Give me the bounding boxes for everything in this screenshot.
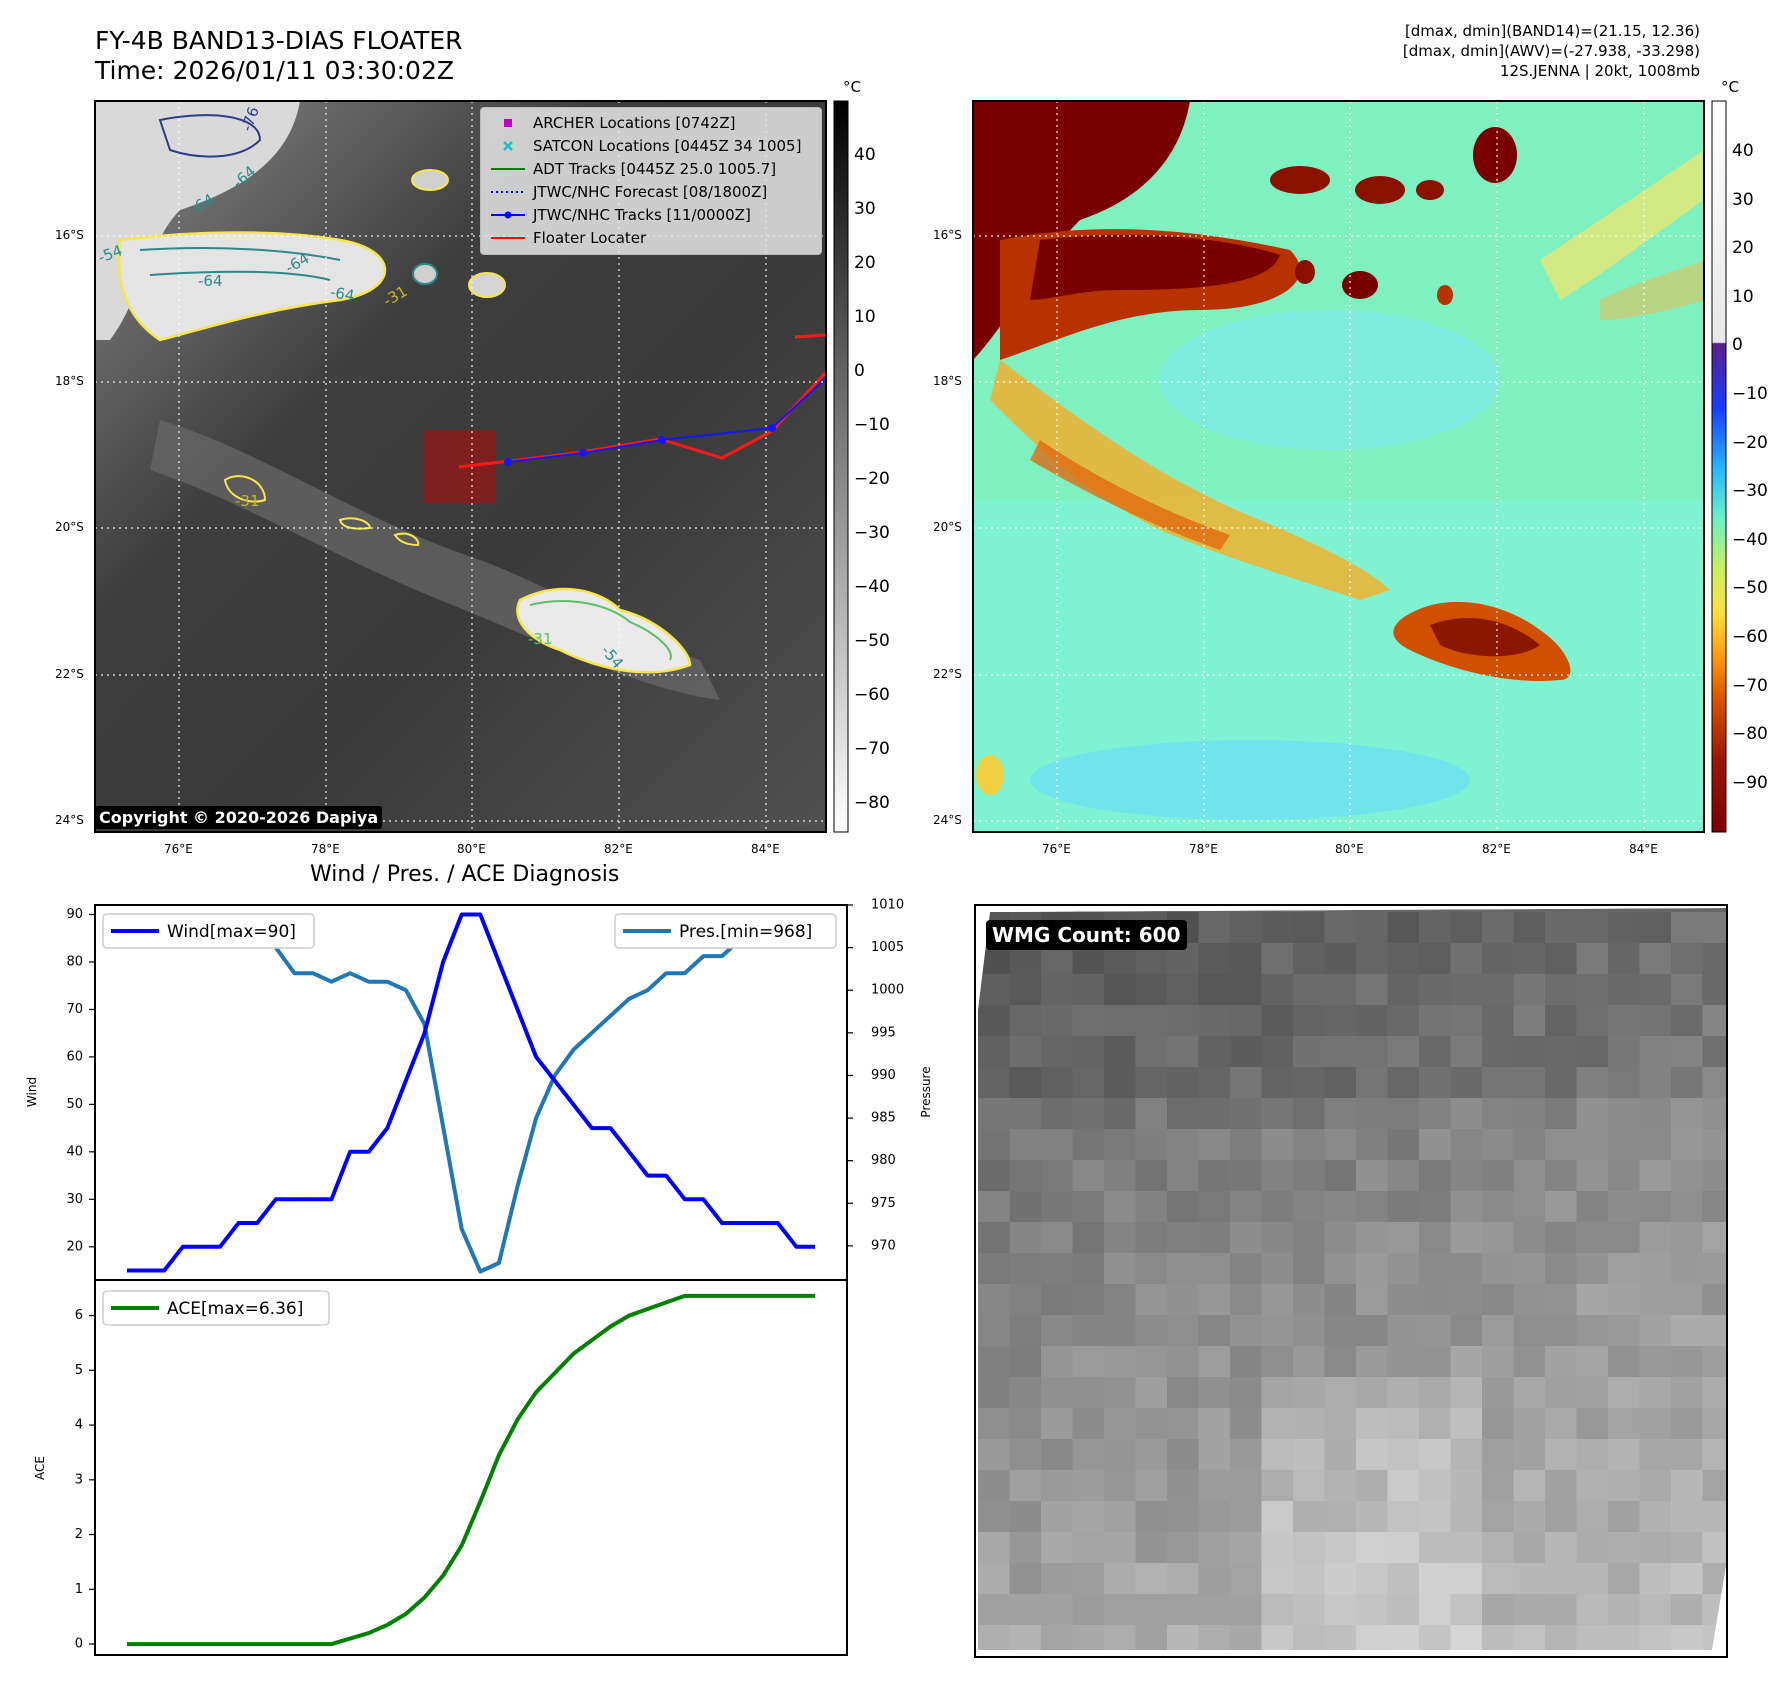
- pressure-legend: [614, 913, 837, 949]
- colorbar-tick-label: 10: [854, 307, 876, 327]
- pressure-tick-label: 1005: [871, 940, 904, 955]
- legend-entry: JTWC/NHC Forecast [08/1800Z]: [489, 183, 819, 203]
- colorbar-tick-label: −40: [854, 577, 890, 597]
- legend-label: Floater Locater: [533, 229, 647, 247]
- copyright-badge: Copyright © 2020-2026 Dapiya: [95, 806, 383, 829]
- colorbar-tick-label: −20: [1732, 432, 1768, 453]
- pressure-tick-label: 1000: [871, 983, 904, 998]
- legend-label: JTWC/NHC Forecast [08/1800Z]: [533, 183, 768, 201]
- wmg-count-badge: WMG Count: 600: [986, 920, 1187, 950]
- colorbar-tick-label: −30: [854, 523, 890, 543]
- colorbar-tick-label: −30: [1732, 481, 1768, 502]
- wind-axis-label: Wind: [25, 1077, 39, 1107]
- colorbar-tick-label: −70: [1732, 675, 1768, 696]
- meta-storm: 12S.JENNA | 20kt, 1008mb: [1499, 62, 1700, 80]
- wind-tick-label: 80: [66, 954, 83, 969]
- colorbar-tick-label: 40: [1732, 141, 1754, 161]
- colorbar-tick-label: −70: [854, 739, 890, 759]
- legend-entry: Floater Locater: [489, 229, 819, 249]
- legend-swatch: [491, 237, 525, 239]
- colorbar-tick-label: −10: [1732, 384, 1768, 404]
- map-legend: ARCHER Locations [0742Z] SATCON Locations…: [480, 107, 822, 255]
- ace-tick-label: 0: [75, 1637, 83, 1652]
- colorbar-tick-label: 20: [1732, 238, 1754, 259]
- ace-tick-label: 1: [75, 1582, 83, 1597]
- wind-tick-label: 50: [66, 1097, 83, 1112]
- wind-tick-label: 60: [66, 1049, 83, 1064]
- legend-entry: SATCON Locations [0445Z 34 1005]: [489, 137, 819, 157]
- wind-tick-label: 40: [66, 1144, 83, 1159]
- pressure-tick-label: 990: [871, 1068, 896, 1083]
- ace-tick-label: 3: [75, 1472, 83, 1487]
- colorbar-tick-label: −60: [854, 685, 890, 705]
- color-colorbar-unit: °C: [1721, 78, 1739, 96]
- colorbar-tick-label: −80: [854, 793, 890, 813]
- ace-series-line: [127, 1293, 815, 1647]
- legend-label: SATCON Locations [0445Z 34 1005]: [533, 137, 802, 155]
- meta-awv: [dmax, dmin](AWV)=(-27.938, -33.298): [1402, 42, 1700, 60]
- ace-tick-label: 2: [75, 1527, 83, 1542]
- pressure-axis-label: Pressure: [919, 1066, 933, 1117]
- wind-series-line: [127, 912, 815, 1273]
- wind-legend: [102, 913, 315, 949]
- diagnosis-title: Wind / Pres. / ACE Diagnosis: [310, 862, 620, 887]
- colorbar-tick-label: −40: [1732, 529, 1768, 550]
- pressure-tick-label: 980: [871, 1153, 896, 1168]
- colorbar-tick-label: 0: [1732, 335, 1743, 356]
- colorbar-tick-label: −80: [1732, 724, 1768, 745]
- colorbar-tick-label: −90: [1732, 772, 1768, 793]
- meta-band14: [dmax, dmin](BAND14)=(21.15, 12.36): [1404, 22, 1700, 40]
- legend-label: ARCHER Locations [0742Z]: [533, 114, 736, 132]
- pressure-tick-label: 985: [871, 1111, 896, 1126]
- colorbar-tick-label: 40: [854, 145, 876, 165]
- color-colorbar-ticks: 40 30 20 10 0 −10 −20 −30 −40 −50 −60 −70 −80 −90: [1730, 0, 1788, 1690]
- ace-legend: [102, 1290, 330, 1326]
- colorbar-tick-label: 0: [854, 361, 865, 381]
- wind-tick-label: 20: [66, 1239, 83, 1254]
- gray-colorbar-unit: °C: [843, 78, 861, 96]
- colorbar-tick-label: 20: [854, 253, 876, 273]
- legend-swatch: [491, 191, 525, 193]
- pressure-tick-label: 1010: [871, 898, 904, 913]
- ace-tick-label: 6: [75, 1308, 83, 1323]
- legend-swatch: [504, 119, 512, 127]
- wind-legend-label: Wind[max=90]: [167, 922, 296, 942]
- colorbar-tick-label: −20: [854, 469, 890, 489]
- wind-tick-label: 30: [66, 1192, 83, 1207]
- colorbar-tick-label: −10: [854, 415, 890, 435]
- ace-legend-label: ACE[max=6.36]: [167, 1299, 303, 1319]
- pressure-legend-label: Pres.[min=968]: [679, 922, 812, 942]
- pressure-tick-label: 970: [871, 1238, 896, 1253]
- ace-tick-label: 5: [75, 1363, 83, 1378]
- legend-entry: JTWC/NHC Tracks [11/0000Z]: [489, 206, 819, 226]
- wind-tick-label: 90: [66, 907, 83, 922]
- colorbar-tick-label: −50: [854, 631, 890, 651]
- legend-swatch: [491, 211, 525, 219]
- legend-entry: ARCHER Locations [0742Z]: [489, 114, 819, 134]
- colorbar-tick-label: −50: [1732, 578, 1768, 599]
- map-title: FY-4B BAND13-DIAS FLOATER: [95, 26, 463, 55]
- ace-tick-label: 4: [75, 1418, 83, 1433]
- gray-colorbar-ticks: 40 30 20 10 0 −10 −20 −30 −40 −50 −60 −70 −80: [852, 0, 912, 1690]
- legend-label: ADT Tracks [0445Z 25.0 1005.7]: [533, 160, 777, 178]
- legend-swatch: [491, 168, 525, 170]
- legend-entry: ADT Tracks [0445Z 25.0 1005.7]: [489, 160, 819, 180]
- pressure-series-line: [127, 920, 816, 1274]
- colorbar-tick-label: 10: [1732, 286, 1754, 307]
- legend-swatch: [503, 141, 513, 151]
- pressure-tick-label: 995: [871, 1025, 896, 1040]
- colorbar-tick-label: 30: [1732, 189, 1754, 210]
- ace-axis-label: ACE: [33, 1456, 47, 1480]
- legend-label: JTWC/NHC Tracks [11/0000Z]: [533, 206, 751, 224]
- ace-axes: [94, 1279, 848, 1656]
- map-time: Time: 2026/01/11 03:30:02Z: [95, 56, 454, 85]
- wind-tick-label: 70: [66, 1002, 83, 1017]
- pressure-tick-label: 975: [871, 1196, 896, 1211]
- colorbar-tick-label: 30: [854, 199, 876, 219]
- colorbar-tick-label: −60: [1732, 627, 1768, 647]
